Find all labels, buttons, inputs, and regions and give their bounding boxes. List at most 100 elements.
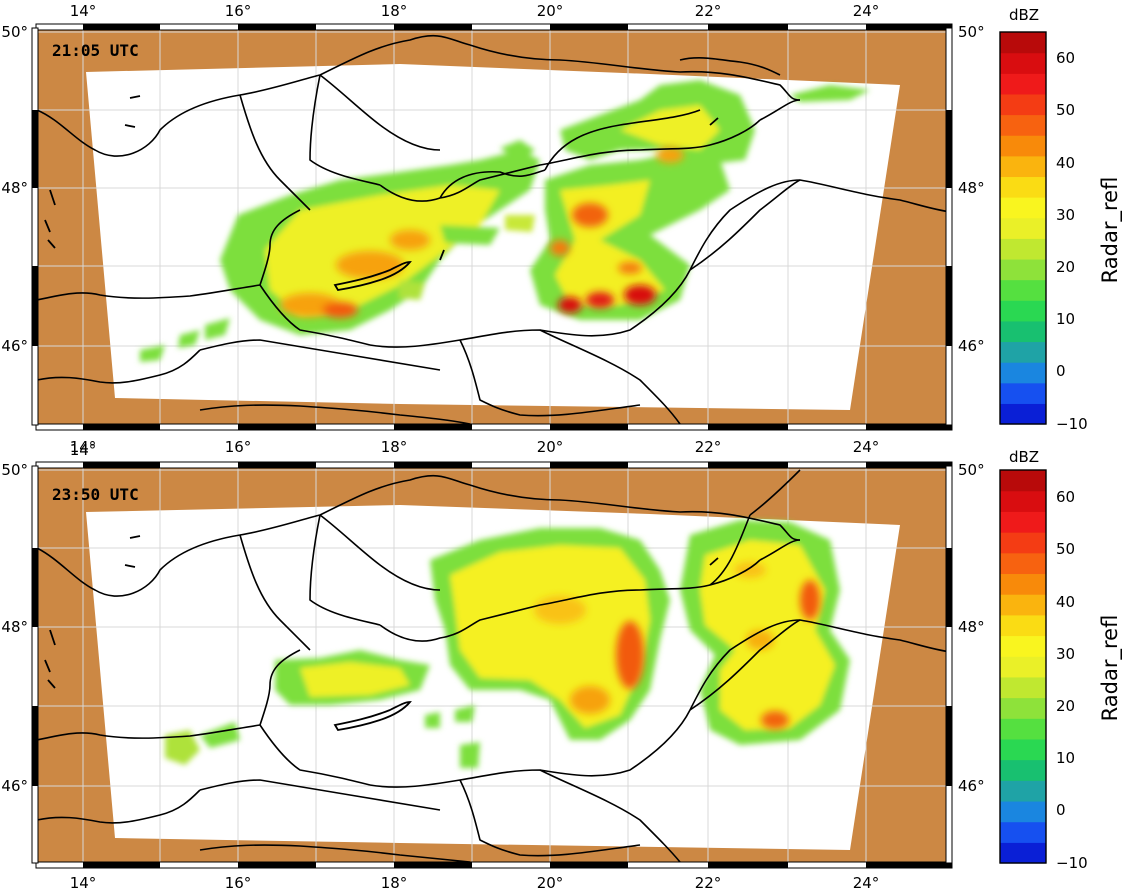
lon-label: 16° [225, 2, 252, 20]
colorbar-tick: 20 [1056, 258, 1075, 276]
lon-label: 20° [537, 2, 564, 20]
colorbar-tick: 40 [1056, 154, 1075, 172]
colorbar-swatch [1000, 114, 1046, 136]
colorbar-tick: 20 [1056, 697, 1075, 715]
colorbar-swatch [1000, 73, 1046, 95]
colorbar-swatch [1000, 842, 1046, 864]
lat-label: 48° [958, 618, 985, 636]
lat-label: 50° [1, 461, 28, 479]
lon-label: 22° [695, 2, 722, 20]
colorbar-tick: −10 [1056, 854, 1088, 872]
colorbar-swatch [1000, 718, 1046, 740]
lat-label: 48° [1, 179, 28, 197]
lon-labels-bottom: 14° 16° 18° 20° 22° 24° [70, 438, 880, 456]
colorbar-swatch [1000, 594, 1046, 616]
colorbar-swatch [1000, 780, 1046, 802]
lon-label: 14° [70, 874, 97, 892]
axis-frame [31, 23, 953, 431]
lon-label: 18° [381, 438, 408, 456]
lon-label: 20° [537, 438, 564, 456]
colorbar-swatch [1000, 614, 1046, 637]
lat-label: 50° [958, 461, 985, 479]
colorbar-swatch [1000, 490, 1046, 512]
colorbar-tick: 30 [1056, 645, 1075, 663]
lat-label: 48° [958, 179, 985, 197]
lakes [44, 535, 719, 731]
lat-label: 46° [1, 337, 28, 355]
lon-label: 18° [381, 2, 408, 20]
lat-label: 48° [1, 618, 28, 636]
lat-label: 46° [1, 777, 28, 795]
outside-domain-area [37, 29, 951, 424]
colorbar-swatch [1000, 800, 1046, 823]
colorbar-swatch [1000, 135, 1046, 157]
colorbar-tick: 0 [1056, 801, 1066, 819]
colorbar-swatch [1000, 341, 1046, 363]
map-panel-1: 21:05 UTC 14° 16° 18° 20° 22° 24° 14° 16… [1, 2, 1123, 456]
colorbar-swatch [1000, 217, 1046, 239]
lat-label: 50° [1, 23, 28, 41]
lat-label: 46° [958, 337, 985, 355]
time-label: 23:50 UTC [52, 485, 139, 504]
lon-label: 24° [853, 2, 880, 20]
lon-label: 24° [853, 438, 880, 456]
colorbar-swatch [1000, 320, 1046, 343]
country-boundaries [36, 469, 952, 863]
colorbar-swatch [1000, 279, 1046, 301]
lon-label: 22° [695, 438, 722, 456]
colorbar-tick: 10 [1056, 749, 1075, 767]
colorbar-swatch [1000, 300, 1046, 322]
lat-labels-right: 50° 48° 46° [958, 23, 985, 355]
outside-domain-area [37, 467, 951, 862]
colorbar-title: Radar_refl [1098, 177, 1123, 284]
colorbar-swatch [1000, 155, 1046, 178]
colorbar-swatch [1000, 635, 1046, 657]
lon-labels-top: 14° [70, 441, 97, 459]
colorbar-swatch [1000, 362, 1046, 384]
lon-label: 14° [70, 438, 97, 456]
colorbar-swatch [1000, 382, 1046, 404]
colorbar-title: Radar_refl [1098, 615, 1123, 722]
colorbar-tick: 40 [1056, 593, 1075, 611]
colorbar-swatch [1000, 470, 1046, 492]
colorbar-swatch [1000, 821, 1046, 843]
lon-label: 16° [225, 874, 252, 892]
lat-labels-left: 50° 48° 46° [1, 23, 28, 355]
lakes [44, 95, 719, 291]
colorbar-swatch [1000, 238, 1046, 260]
colorbar-tick: 60 [1056, 488, 1075, 506]
colorbar-swatch [1000, 552, 1046, 575]
lat-label: 46° [958, 777, 985, 795]
radar-echoes [140, 80, 870, 362]
lon-label: 22° [695, 874, 722, 892]
lon-label: 20° [537, 874, 564, 892]
colorbar-tick: 0 [1056, 362, 1066, 380]
colorbar-swatch [1000, 93, 1046, 116]
lat-label: 50° [958, 23, 985, 41]
lon-labels-bottom: 14° 16° 18° 20° 22° 24° [70, 874, 880, 892]
lon-label: 14° [70, 441, 97, 459]
colorbar-tick: 60 [1056, 49, 1075, 67]
colorbar: dBZ 60 50 40 30 20 10 0 −10 Radar_refl [999, 6, 1123, 433]
lat-labels-right: 50° 48° 46° [958, 461, 985, 795]
colorbar-swatch [1000, 403, 1046, 425]
colorbar-swatch [1000, 258, 1046, 281]
colorbar-ticks: 60 50 40 30 20 10 0 −10 [1056, 488, 1088, 872]
map-frame [35, 27, 953, 426]
colorbar-swatch [1000, 573, 1046, 595]
lon-label: 24° [853, 874, 880, 892]
colorbar-tick: 50 [1056, 540, 1075, 558]
lon-label: 14° [70, 2, 97, 20]
colorbar-swatch [1000, 197, 1046, 219]
country-boundaries [36, 34, 952, 425]
colorbar-tick: 50 [1056, 101, 1075, 119]
colorbar-swatch [1000, 176, 1046, 198]
radar-echoes [165, 520, 850, 768]
colorbar-ticks: 60 50 40 30 20 10 0 −10 [1056, 49, 1088, 433]
colorbar-swatch [1000, 52, 1046, 74]
lon-label: 16° [225, 438, 252, 456]
colorbar-tick: 30 [1056, 206, 1075, 224]
colorbar-swatch [1000, 32, 1046, 54]
colorbar: dBZ 60 50 40 30 20 10 0 −10 Radar_refl [999, 448, 1123, 872]
